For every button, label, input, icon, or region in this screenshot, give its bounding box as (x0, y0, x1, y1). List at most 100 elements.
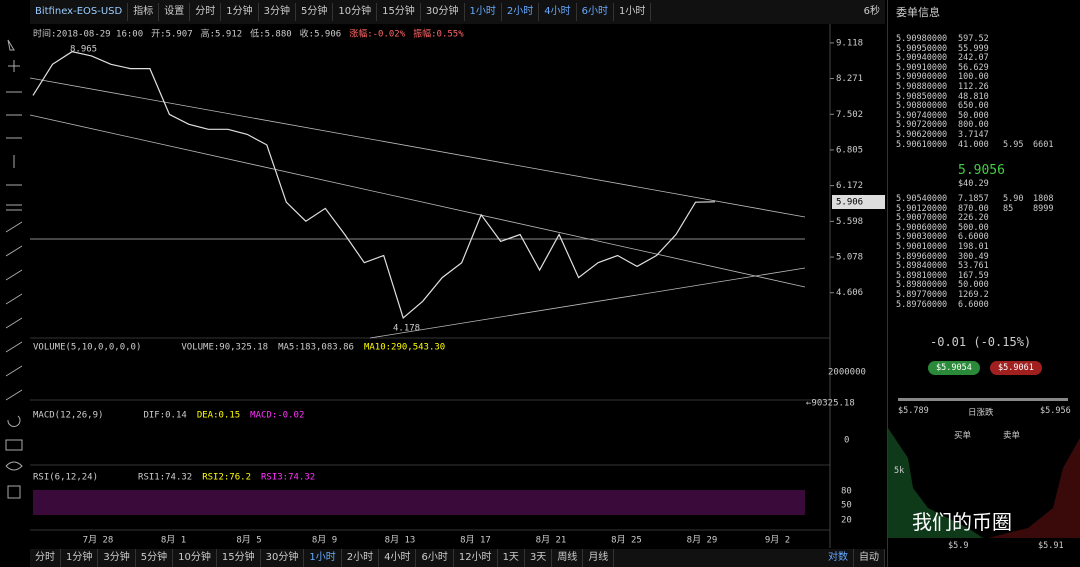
info-item: 低:5.880 (250, 28, 292, 40)
depth-axis: 5k (894, 466, 905, 476)
interval-button[interactable]: 周线 (552, 549, 584, 567)
ask-cell: 48.810 (958, 91, 989, 102)
interval-button[interactable]: 4小时 (539, 3, 577, 21)
refresh[interactable]: 6秒 (863, 6, 880, 17)
panel-item: RSI1:74.32 (138, 473, 192, 483)
interval-button[interactable]: 10分钟 (333, 3, 378, 21)
ask-cell: 112.26 (958, 82, 989, 92)
panel-item: RSI2:76.2 (202, 473, 251, 483)
interval-button[interactable]: 2小时 (502, 3, 540, 21)
x-tick-label: 8月 5 (236, 535, 261, 546)
interval-button[interactable]: 2小时 (342, 549, 380, 567)
interval-button[interactable]: 月线 (583, 549, 615, 567)
bid-cell: 5.89960000 (896, 251, 948, 262)
order-book: 委单信息 5.90980000 597.52 5.90950000 55.999 5.90… (887, 0, 1080, 567)
change: -0.01 (-0.15%) (930, 335, 1032, 349)
interval-button[interactable]: 12小时 (454, 549, 498, 567)
interval-button[interactable]: 4小时 (379, 549, 417, 567)
y-tick-label: 8.271 (836, 74, 863, 84)
interval-button[interactable]: 分时 (190, 3, 222, 21)
bid-cell: 500.00 (958, 222, 989, 233)
interval-button[interactable]: 3分钟 (98, 549, 136, 567)
high-label: 8.965 (70, 45, 97, 55)
rsi-axis: 20 (841, 516, 852, 526)
ask-cell: 5.90620000 (896, 130, 948, 140)
panel-item: DIF:0.14 (143, 411, 186, 421)
y-tick-label: 5.078 (836, 253, 863, 263)
chart: 9.118 8.271 7.502 6.805 6.172 5.598 5.078 4.606… (5, 24, 885, 548)
y-tick-label: 6.172 (836, 181, 863, 191)
y-tick-label: 7.502 (836, 110, 863, 120)
panel-item: MACD:-0.02 (250, 411, 304, 421)
interval-button[interactable]: 5分钟 (136, 549, 174, 567)
range-high: $5.956 (1040, 406, 1071, 416)
ask-cell: 50.000 (958, 110, 989, 121)
intervals: 分时 1分钟 3分钟 5分钟 10分钟 15分钟 30分钟 1小时 2小时 4小时 6小时 1小时 (190, 3, 652, 21)
interval-button[interactable]: 10分钟 (173, 549, 217, 567)
ask-cell: 5.95 (1003, 139, 1024, 150)
macd-axis: 0 (844, 436, 849, 446)
interval-button[interactable]: 15分钟 (377, 3, 421, 21)
interval-button[interactable]: 3分钟 (259, 3, 296, 21)
interval-button[interactable]: 1小时 (465, 3, 502, 21)
y-tick-label: 9.118 (836, 38, 863, 48)
ask-cell: 5.90610000 (896, 139, 948, 150)
settings-button[interactable]: 设置 (159, 3, 191, 21)
sell-button: $5.9061 (990, 361, 1042, 375)
bid-cell: 53.761 (958, 261, 989, 272)
bid-cell: 5.90540000 (896, 194, 948, 204)
symbol[interactable]: Bitfinex-EOS-USD (30, 3, 129, 21)
scale-option[interactable]: 对数 (823, 549, 854, 567)
depth-x: $5.91 (1038, 541, 1064, 551)
bid-cell: 5.89770000 (896, 290, 948, 300)
watermark: 我们的币圈 (912, 510, 1012, 534)
bid-cell: 8999 (1033, 203, 1054, 214)
bid-cell: 6.6000 (958, 299, 989, 310)
panel-item: MA5:183,083.86 (278, 343, 354, 353)
info-item: 开:5.907 (151, 29, 193, 40)
volume-axis: 2000000 (828, 368, 866, 378)
interval-button[interactable]: 6小时 (416, 549, 454, 567)
panel-item: DEA:0.15 (197, 411, 240, 421)
indicator-button[interactable]: 指标 (128, 3, 160, 21)
bid-cell: 870.00 (958, 203, 989, 214)
ask-cell: 5.90850000 (896, 91, 948, 102)
depth-x: $5.9 (948, 541, 969, 551)
mid-usd: $40.29 (958, 179, 989, 189)
panel-title: MACD(12,26,9) (33, 411, 103, 421)
x-tick-label: 8月 25 (611, 535, 642, 546)
y-tick-label: 5.598 (836, 217, 863, 227)
bid-cell: 5.90 (1003, 194, 1024, 204)
ask-cell: 5.90740000 (896, 110, 948, 121)
toolbar: Bitfinex-EOS-USD 指标 设置 分时 1分钟 3分钟 5分钟 10分钟 15… (30, 0, 885, 24)
interval-button[interactable]: 1小时 (614, 3, 652, 21)
range-bar (898, 398, 1068, 401)
range-label: 日涨跌 (968, 408, 994, 418)
ask-cell: 5.90720000 (896, 120, 948, 131)
ask-cell: 5.90800000 (896, 101, 948, 112)
interval-button[interactable]: 1分钟 (61, 549, 99, 567)
bid-cell: 5.90120000 (896, 203, 948, 214)
interval-button[interactable]: 15分钟 (217, 549, 261, 567)
interval-button[interactable]: 5分钟 (296, 3, 334, 21)
interval-button[interactable]: 1分钟 (221, 3, 259, 21)
interval-button[interactable]: 30分钟 (421, 3, 465, 21)
ask-cell: 5.90910000 (896, 62, 948, 73)
interval-button[interactable]: 1小时 (304, 549, 342, 567)
bid-cell: 5.89840000 (896, 261, 948, 272)
interval-button[interactable]: 6小时 (577, 3, 615, 21)
interval-button[interactable]: 30分钟 (261, 549, 305, 567)
scale-option[interactable]: 自动 (854, 549, 885, 567)
x-tick-label: 8月 13 (385, 535, 416, 546)
interval-button[interactable]: 3天 (525, 549, 553, 567)
bid-cell: 5.90070000 (896, 213, 948, 224)
bid-cell: 5.89800000 (896, 280, 948, 291)
volume-last: ←90325.18 (806, 399, 855, 409)
ask-cell: 100.00 (958, 72, 989, 83)
ask-cell: 5.90950000 (896, 43, 948, 54)
y-tick-label: 4.606 (836, 288, 863, 298)
ask-cell: 800.00 (958, 120, 989, 131)
interval-button[interactable]: 1天 (498, 549, 525, 567)
interval-button[interactable]: 分时 (30, 549, 61, 567)
ask-cell: 650.00 (958, 101, 989, 112)
